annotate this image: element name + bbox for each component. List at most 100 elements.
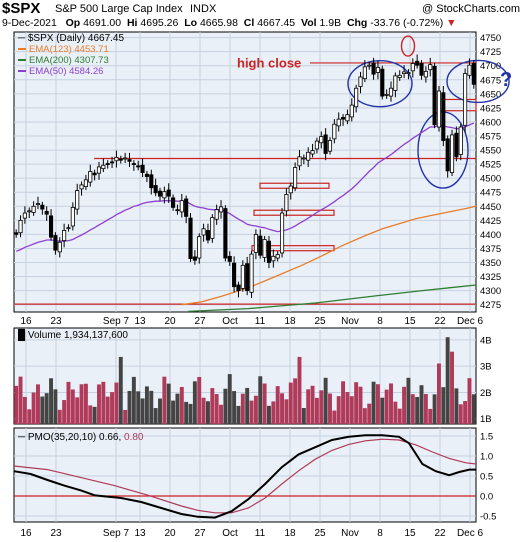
volume-bar-down bbox=[49, 378, 54, 424]
volume-bar-up bbox=[436, 363, 441, 424]
volume-bar-down bbox=[92, 406, 97, 424]
candle-body-down bbox=[140, 164, 145, 173]
candle bbox=[18, 215, 23, 238]
volume-bar-up bbox=[428, 408, 433, 424]
candle bbox=[397, 70, 402, 81]
candle bbox=[332, 119, 337, 144]
candle-body-down bbox=[92, 172, 97, 176]
volume-bar-up bbox=[358, 386, 363, 424]
candle-body-up bbox=[201, 228, 206, 236]
symbol: $SPX bbox=[2, 0, 41, 17]
candle bbox=[83, 174, 88, 190]
candle bbox=[149, 169, 154, 195]
candle bbox=[362, 60, 367, 83]
quote-line: 9-Dec-2021 Op 4691.00 Hi 4695.26 Lo 4665… bbox=[2, 17, 457, 29]
volume-tick-label: 3B bbox=[480, 362, 492, 373]
volume-bar-down bbox=[380, 397, 385, 424]
volume-bar-up bbox=[450, 351, 454, 424]
candle-body-down bbox=[144, 173, 149, 177]
chg-value: -33.76 (-0.72%) bbox=[370, 17, 444, 29]
candle-body-up bbox=[57, 241, 62, 253]
legend-label: EMA(50) 4584.26 bbox=[29, 66, 103, 77]
candle-body-down bbox=[445, 138, 450, 172]
candle bbox=[380, 65, 385, 100]
candle bbox=[262, 236, 267, 262]
candle-body-down bbox=[205, 230, 211, 241]
candle-body-down bbox=[110, 161, 115, 164]
volume-bar-down bbox=[419, 385, 424, 424]
volume-bar-down bbox=[136, 391, 141, 424]
pmo-legend: ─ PMO(35,20,10) 0.66, 0.80 bbox=[17, 432, 144, 443]
candle bbox=[205, 223, 211, 244]
candle bbox=[192, 250, 197, 265]
x-tick-label-bottom: Dec 6 bbox=[457, 528, 484, 539]
volume-bars: 1B 2B 3B 4B bbox=[14, 335, 492, 425]
volume-bar-up bbox=[310, 385, 315, 424]
candle bbox=[428, 57, 433, 77]
x-tick-label-top: 16 bbox=[20, 316, 32, 327]
volume-bar-down bbox=[232, 391, 237, 424]
price-tick-label: 4750 bbox=[480, 33, 501, 44]
volume-bar-down bbox=[406, 377, 411, 424]
watermark: @ StockCharts.com bbox=[422, 3, 520, 15]
volume-bar-down bbox=[175, 393, 180, 424]
volume-bar-down bbox=[140, 398, 145, 424]
candle bbox=[454, 126, 459, 162]
volume-bar-up bbox=[88, 405, 93, 424]
candle bbox=[48, 209, 54, 241]
candle-body-up bbox=[428, 64, 433, 71]
candle bbox=[375, 60, 380, 80]
candle-body-down bbox=[131, 163, 136, 165]
volume-bar-down bbox=[188, 403, 193, 424]
candle-body-up bbox=[218, 206, 224, 213]
top-consolidation-circle bbox=[347, 60, 413, 108]
volume-bar-up bbox=[288, 382, 293, 424]
candle-body-up bbox=[271, 255, 276, 262]
candle bbox=[131, 160, 136, 171]
candle-body-down bbox=[127, 159, 132, 162]
volume-bar-up bbox=[345, 392, 350, 424]
volume-bar-up bbox=[389, 383, 393, 424]
candle-body-down bbox=[232, 262, 237, 288]
volume-bar-up bbox=[354, 382, 359, 424]
candle-body-up bbox=[249, 253, 254, 293]
x-tick-label-top: Dec 6 bbox=[457, 316, 484, 327]
candle bbox=[423, 66, 428, 83]
volume-bar-up bbox=[214, 394, 219, 424]
candle-body-up bbox=[332, 123, 337, 140]
candle bbox=[31, 201, 36, 216]
candle-body-up bbox=[114, 156, 119, 162]
candle-body-up bbox=[27, 210, 32, 213]
legend-label: EMA(200) 4307.73 bbox=[29, 55, 109, 66]
candle bbox=[70, 202, 75, 231]
hi-label: Hi bbox=[126, 17, 138, 29]
volume-bar-up bbox=[275, 386, 280, 424]
pmo-panel bbox=[13, 427, 477, 523]
date: 9-Dec-2021 bbox=[2, 17, 57, 29]
candle bbox=[306, 147, 311, 167]
price-tick-label: 4350 bbox=[480, 258, 501, 269]
pmo-signal-line bbox=[13, 438, 477, 514]
candle bbox=[179, 193, 184, 218]
candle bbox=[223, 205, 228, 262]
candle-body-down bbox=[245, 263, 250, 292]
candle bbox=[336, 112, 341, 132]
candle bbox=[288, 182, 293, 200]
candle bbox=[467, 58, 472, 79]
lo-value: 4665.98 bbox=[199, 17, 238, 29]
security-name: S&P 500 Large Cap Index bbox=[55, 3, 183, 15]
candle-body-up bbox=[349, 104, 354, 118]
x-tick-label-top: 13 bbox=[134, 316, 146, 327]
candle bbox=[136, 160, 141, 171]
candle-body-up bbox=[240, 264, 245, 289]
candle-body-up bbox=[388, 87, 394, 97]
candle bbox=[402, 65, 407, 79]
volume-bar-up bbox=[297, 356, 302, 424]
candle-body-down bbox=[53, 235, 58, 251]
volume-bar-up bbox=[328, 393, 332, 424]
volume-bar-down bbox=[415, 397, 420, 424]
candle bbox=[79, 181, 84, 196]
candle-body-up bbox=[101, 164, 106, 170]
candle bbox=[227, 251, 232, 266]
